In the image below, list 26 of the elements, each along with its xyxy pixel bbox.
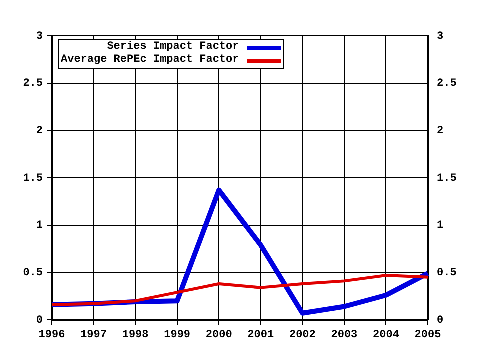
y-tick-label: 1 [36, 220, 44, 232]
y2-tick-label: 0 [437, 314, 444, 327]
x-tick-label: 2005 [414, 329, 442, 342]
y2-tick-label: 3 [437, 30, 444, 43]
x-tick-label: 2004 [373, 329, 400, 342]
y-tick-label: 1.5 [23, 172, 44, 185]
y-tick-label: 2.5 [23, 78, 44, 90]
x-tick-label: 2002 [289, 329, 316, 342]
x-tick-label: 1999 [164, 329, 191, 342]
legend-label: Average RePEc Impact Factor [61, 54, 240, 67]
y-tick-label: 0 [36, 314, 43, 327]
y2-tick-label: 2 [437, 125, 444, 138]
y2-tick-label: 2.5 [437, 78, 458, 90]
x-tick-label: 2001 [248, 329, 274, 342]
x-tick-label: 1997 [80, 329, 107, 342]
y2-tick-label: 1 [437, 220, 444, 232]
x-tick-label: 1996 [38, 329, 66, 342]
x-tick-label: 2000 [206, 329, 232, 342]
y-tick-label: 2 [36, 125, 43, 138]
y2-tick-label: 1.5 [437, 172, 458, 185]
y2-tick-label: 0.5 [437, 267, 458, 280]
y-tick-label: 3 [36, 30, 44, 43]
legend-label: Series Impact Factor [107, 41, 240, 54]
y-tick-label: 0.5 [23, 267, 44, 280]
x-tick-label: 2003 [331, 329, 358, 342]
x-tick-label: 1998 [122, 329, 150, 342]
